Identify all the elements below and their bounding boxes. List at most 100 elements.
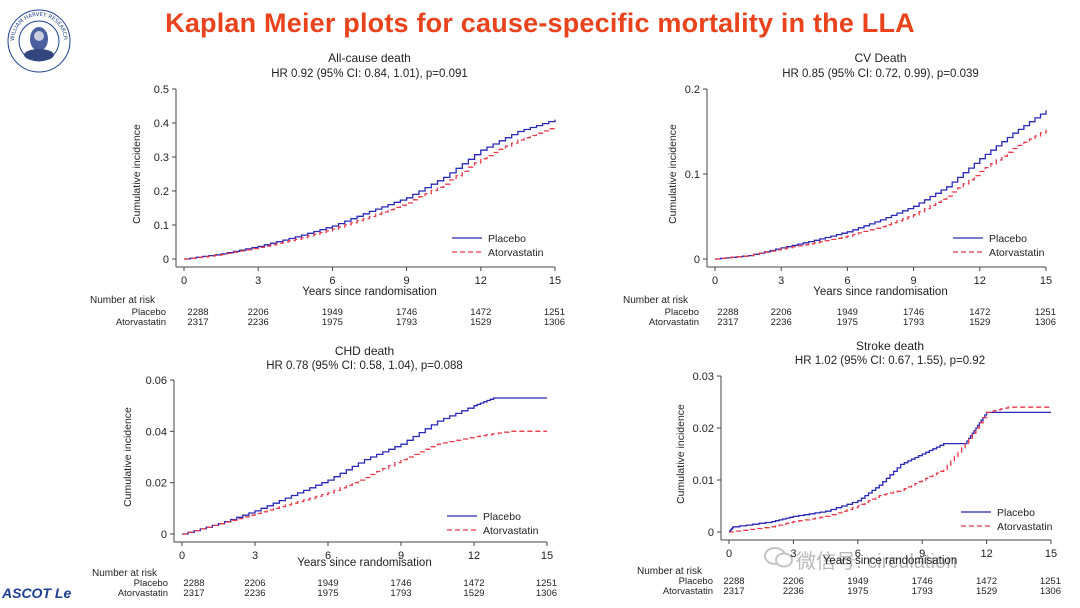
chart-subtitle: HR 0.92 (95% CI: 0.84, 1.01), p=0.091 (271, 68, 468, 80)
risk-value: 2288 (717, 307, 738, 318)
series-line-placebo (184, 119, 556, 260)
km-panel-2: CV Death HR 0.85 (95% CI: 0.72, 0.99), p=… (623, 51, 1056, 328)
y-tick-label: 0.02 (693, 423, 714, 435)
x-tick-label: 15 (1045, 548, 1057, 560)
y-tick-label: 0.5 (154, 84, 169, 96)
x-axis-label: Years since randomisation (823, 555, 957, 567)
x-tick-label: 0 (179, 550, 185, 562)
x-tick-label: 12 (974, 275, 986, 287)
risk-row-label: Atorvastatin (649, 317, 699, 328)
risk-value: 2288 (723, 576, 744, 587)
risk-value: 1793 (912, 586, 933, 597)
risk-value: 1472 (976, 576, 997, 587)
risk-value: 1949 (322, 307, 343, 318)
y-tick-label: 0.01 (693, 475, 714, 487)
risk-value: 1306 (1040, 586, 1061, 597)
chart-title: CV Death (854, 51, 906, 65)
x-tick-label: 9 (919, 548, 925, 560)
slide-title: Kaplan Meier plots for cause-specific mo… (165, 8, 915, 38)
risk-value: 1975 (317, 588, 338, 599)
chart-subtitle: HR 0.85 (95% CI: 0.72, 0.99), p=0.039 (782, 68, 979, 80)
risk-value: 2317 (717, 317, 738, 328)
x-tick-label: 15 (549, 275, 561, 287)
risk-table-header: Number at risk (92, 568, 158, 579)
x-tick-label: 9 (404, 275, 410, 287)
y-tick-label: 0.02 (146, 478, 167, 490)
risk-value: 2236 (783, 586, 804, 597)
km-panel-3: CHD death HR 0.78 (95% CI: 0.58, 1.04), p… (92, 344, 557, 599)
risk-value: 1949 (837, 307, 858, 318)
y-tick-label: 0.2 (154, 186, 169, 198)
y-axis-label: Cumulative incidence (675, 404, 687, 504)
km-panel-4: Stroke death HR 1.02 (95% CI: 0.67, 1.55)… (637, 339, 1061, 597)
risk-value: 1251 (1035, 307, 1056, 318)
y-tick-label: 0.06 (146, 375, 167, 387)
ascot-logo: ASCOT Le (2, 585, 72, 601)
x-axis-label: Years since randomisation (302, 286, 436, 298)
risk-value: 1746 (396, 307, 417, 318)
risk-row-label: Atorvastatin (118, 588, 168, 599)
x-tick-label: 0 (712, 275, 718, 287)
y-tick-label: 0.1 (685, 169, 700, 181)
x-tick-label: 0 (726, 548, 732, 560)
chart-title: Stroke death (856, 339, 924, 353)
risk-value: 1306 (544, 317, 565, 328)
risk-value: 1472 (463, 578, 484, 589)
chart-title: All-cause death (328, 51, 411, 65)
risk-value: 1306 (536, 588, 557, 599)
risk-value: 2206 (771, 307, 792, 318)
x-tick-label: 9 (398, 550, 404, 562)
x-tick-label: 15 (1040, 275, 1052, 287)
risk-value: 2206 (244, 578, 265, 589)
risk-value: 1746 (903, 307, 924, 318)
y-tick-label: 0 (694, 254, 700, 266)
risk-row-label: Placebo (679, 576, 713, 587)
risk-value: 1529 (969, 317, 990, 328)
series-line-atorvastatin (715, 129, 1047, 260)
risk-value: 1529 (976, 586, 997, 597)
risk-table-header: Number at risk (637, 566, 703, 577)
risk-value: 1529 (470, 317, 491, 328)
series-line-atorvastatin (182, 430, 547, 535)
x-tick-label: 12 (468, 550, 480, 562)
risk-row-label: Placebo (132, 307, 166, 318)
legend-label: Placebo (488, 233, 526, 245)
risk-value: 1975 (837, 317, 858, 328)
risk-row-label: Atorvastatin (116, 317, 166, 328)
risk-value: 2236 (771, 317, 792, 328)
series-line-placebo (715, 110, 1047, 260)
y-tick-label: 0.04 (146, 426, 167, 438)
x-tick-label: 9 (911, 275, 917, 287)
risk-value: 2288 (187, 307, 208, 318)
william-harvey-logo: WILLIAM HARVEY RESEARCH INSTITUTE (6, 8, 71, 73)
x-tick-label: 3 (778, 275, 784, 287)
legend-label: Atorvastatin (997, 521, 1053, 533)
risk-value: 2288 (183, 578, 204, 589)
y-axis-label: Cumulative incidence (122, 407, 134, 507)
x-tick-label: 12 (475, 275, 487, 287)
risk-value: 1746 (390, 578, 411, 589)
km-panel-1: All-cause death HR 0.92 (95% CI: 0.84, 1.… (90, 51, 565, 328)
risk-table-header: Number at risk (623, 295, 689, 306)
watermark-text: 微信号: circulation (796, 551, 958, 573)
risk-value: 1251 (536, 578, 557, 589)
x-axis-label: Years since randomisation (813, 286, 947, 298)
risk-value: 1746 (912, 576, 933, 587)
risk-value: 1949 (317, 578, 338, 589)
chart-title: CHD death (335, 344, 394, 358)
y-axis-label: Cumulative incidence (131, 124, 143, 224)
risk-value: 1251 (544, 307, 565, 318)
risk-value: 2236 (248, 317, 269, 328)
risk-value: 2317 (723, 586, 744, 597)
risk-value: 1529 (463, 588, 484, 599)
wechat-icon (764, 547, 793, 568)
risk-value: 2206 (783, 576, 804, 587)
y-axis-label: Cumulative incidence (667, 124, 679, 224)
series-line-atorvastatin (184, 126, 556, 260)
y-tick-label: 0.03 (693, 371, 714, 383)
x-tick-label: 6 (844, 275, 850, 287)
risk-value: 1793 (390, 588, 411, 599)
risk-value: 1251 (1040, 576, 1061, 587)
legend-label: Atorvastatin (488, 247, 544, 259)
x-axis-label: Years since randomisation (297, 557, 431, 569)
